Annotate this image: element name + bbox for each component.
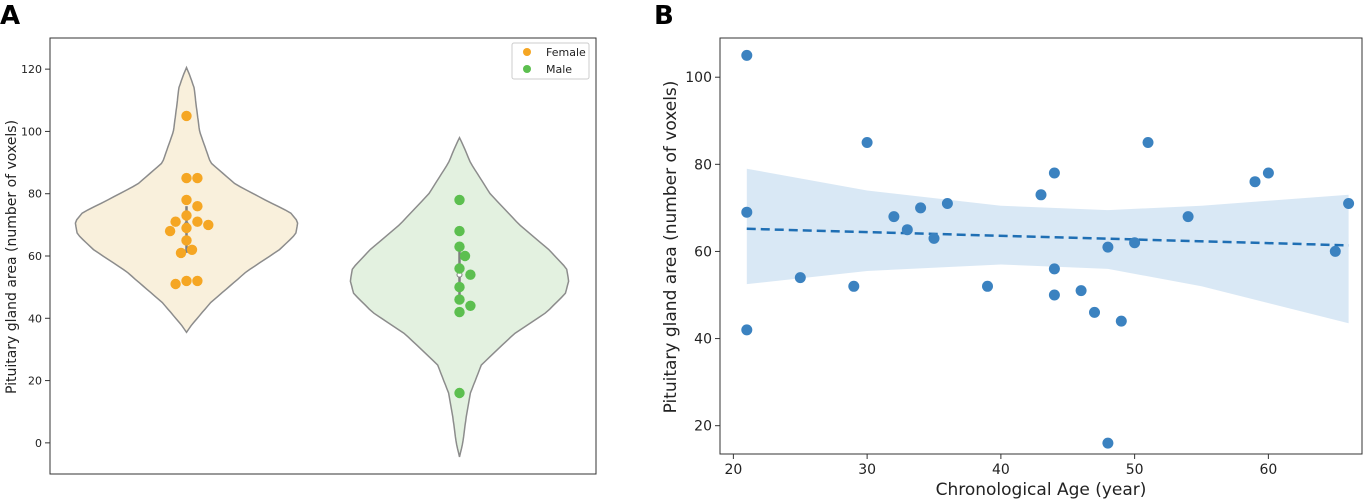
legend-female-label: Female bbox=[546, 46, 586, 59]
panel-a-plot-area bbox=[74, 65, 570, 458]
scatter-point bbox=[1048, 167, 1060, 179]
point-female bbox=[192, 216, 203, 227]
scatter-point bbox=[741, 324, 753, 336]
point-female bbox=[192, 201, 203, 212]
legend-box bbox=[511, 42, 590, 80]
scatter-point bbox=[741, 49, 753, 61]
scatter-point bbox=[1048, 263, 1060, 275]
b-y-tick-label: 100 bbox=[685, 70, 712, 86]
scatter-point bbox=[1129, 237, 1141, 249]
a-y-tick-label: 20 bbox=[28, 375, 42, 388]
point-female bbox=[175, 247, 187, 259]
panel-b-plot-area bbox=[741, 49, 1355, 449]
scatter-point bbox=[1115, 315, 1127, 327]
scatter-point bbox=[848, 280, 860, 292]
point-female bbox=[181, 222, 192, 234]
panel-label-b: B bbox=[654, 1, 674, 31]
b-x-tick-label: 50 bbox=[1126, 462, 1144, 478]
confidence-band bbox=[746, 168, 1349, 324]
b-x-tick-label: 20 bbox=[724, 462, 742, 478]
point-male bbox=[454, 263, 465, 274]
panel-a: A 0 20 40 60 80 100 120 Pituitary gland area (… bbox=[0, 1, 597, 475]
a-y-tick-label: 0 bbox=[35, 437, 42, 450]
panel-a-y-axis-label: Pituitary gland area (number of voxels) bbox=[4, 120, 20, 394]
scatter-point bbox=[1142, 137, 1154, 148]
point-female bbox=[181, 110, 192, 122]
b-x-tick-label: 30 bbox=[858, 462, 876, 478]
legend-male-label: Male bbox=[546, 63, 572, 76]
panel-b-x-axis-label: Chronological Age (year) bbox=[936, 480, 1147, 500]
point-male bbox=[465, 300, 476, 311]
a-y-tick-label: 40 bbox=[28, 312, 42, 325]
point-female bbox=[192, 275, 203, 287]
scatter-point bbox=[1035, 189, 1047, 201]
scatter-point bbox=[1102, 437, 1114, 449]
scatter-point bbox=[915, 202, 927, 214]
point-female bbox=[186, 244, 198, 255]
point-male bbox=[465, 269, 476, 280]
scatter-point bbox=[1329, 245, 1341, 257]
b-y-tick-label: 60 bbox=[694, 244, 712, 260]
point-female bbox=[181, 172, 192, 184]
scatter-point bbox=[741, 206, 753, 218]
panel-b-y-ticks: 20 40 60 80 100 bbox=[685, 70, 720, 435]
scatter-point bbox=[1249, 176, 1261, 188]
point-female bbox=[181, 235, 192, 246]
point-female bbox=[192, 172, 203, 184]
panel-b-axes-frame bbox=[719, 37, 1363, 455]
scatter-point bbox=[1343, 198, 1355, 209]
point-male bbox=[454, 241, 465, 252]
a-y-tick-label: 120 bbox=[21, 63, 42, 76]
panel-b-y-axis-label: Pituitary gland area (number of voxels) bbox=[661, 81, 681, 414]
scatter-point bbox=[928, 232, 940, 244]
scatter-point bbox=[1048, 289, 1060, 301]
b-y-tick-label: 40 bbox=[694, 332, 712, 348]
scatter-point bbox=[1089, 306, 1100, 318]
scatter-point bbox=[888, 211, 900, 223]
panel-b-x-ticks: 20 30 40 50 60 bbox=[724, 454, 1277, 478]
legend-female-marker bbox=[523, 48, 531, 56]
point-male bbox=[454, 306, 465, 318]
b-x-tick-label: 40 bbox=[992, 462, 1010, 478]
point-female bbox=[164, 225, 176, 237]
a-y-tick-label: 60 bbox=[28, 250, 42, 263]
scatter-point bbox=[982, 280, 993, 292]
a-y-tick-label: 100 bbox=[21, 125, 42, 138]
panel-a-y-ticks: 0 20 40 60 80 100 120 bbox=[21, 63, 50, 450]
point-male bbox=[454, 294, 465, 305]
point-female bbox=[181, 194, 192, 206]
scatter-point bbox=[1102, 241, 1114, 253]
legend-male-marker bbox=[523, 65, 531, 73]
point-male bbox=[454, 387, 465, 399]
b-y-tick-label: 20 bbox=[694, 419, 712, 435]
point-male bbox=[454, 194, 465, 206]
scatter-point bbox=[1075, 285, 1087, 297]
scatter-point bbox=[941, 198, 953, 209]
panel-a-legend: Female Male bbox=[511, 42, 590, 80]
scatter-point bbox=[901, 224, 913, 236]
point-female bbox=[170, 278, 181, 290]
b-x-tick-label: 60 bbox=[1259, 462, 1277, 478]
scatter-point bbox=[794, 272, 806, 284]
point-male bbox=[454, 281, 465, 293]
scatter-point bbox=[1182, 211, 1194, 223]
point-male bbox=[459, 250, 471, 262]
point-male bbox=[454, 225, 465, 237]
point-female bbox=[170, 216, 181, 227]
scatter-point bbox=[861, 137, 873, 148]
panel-label-a: A bbox=[0, 1, 20, 31]
regression-line bbox=[746, 227, 1349, 247]
b-y-tick-label: 80 bbox=[694, 157, 712, 173]
point-female bbox=[181, 210, 192, 221]
scatter-point bbox=[1262, 167, 1274, 179]
panel-b: B 20 30 40 50 60 20 40 60 80 100 Chronological A… bbox=[654, 1, 1363, 500]
point-female bbox=[203, 219, 214, 231]
a-y-tick-label: 80 bbox=[28, 188, 42, 201]
point-female bbox=[181, 275, 192, 287]
